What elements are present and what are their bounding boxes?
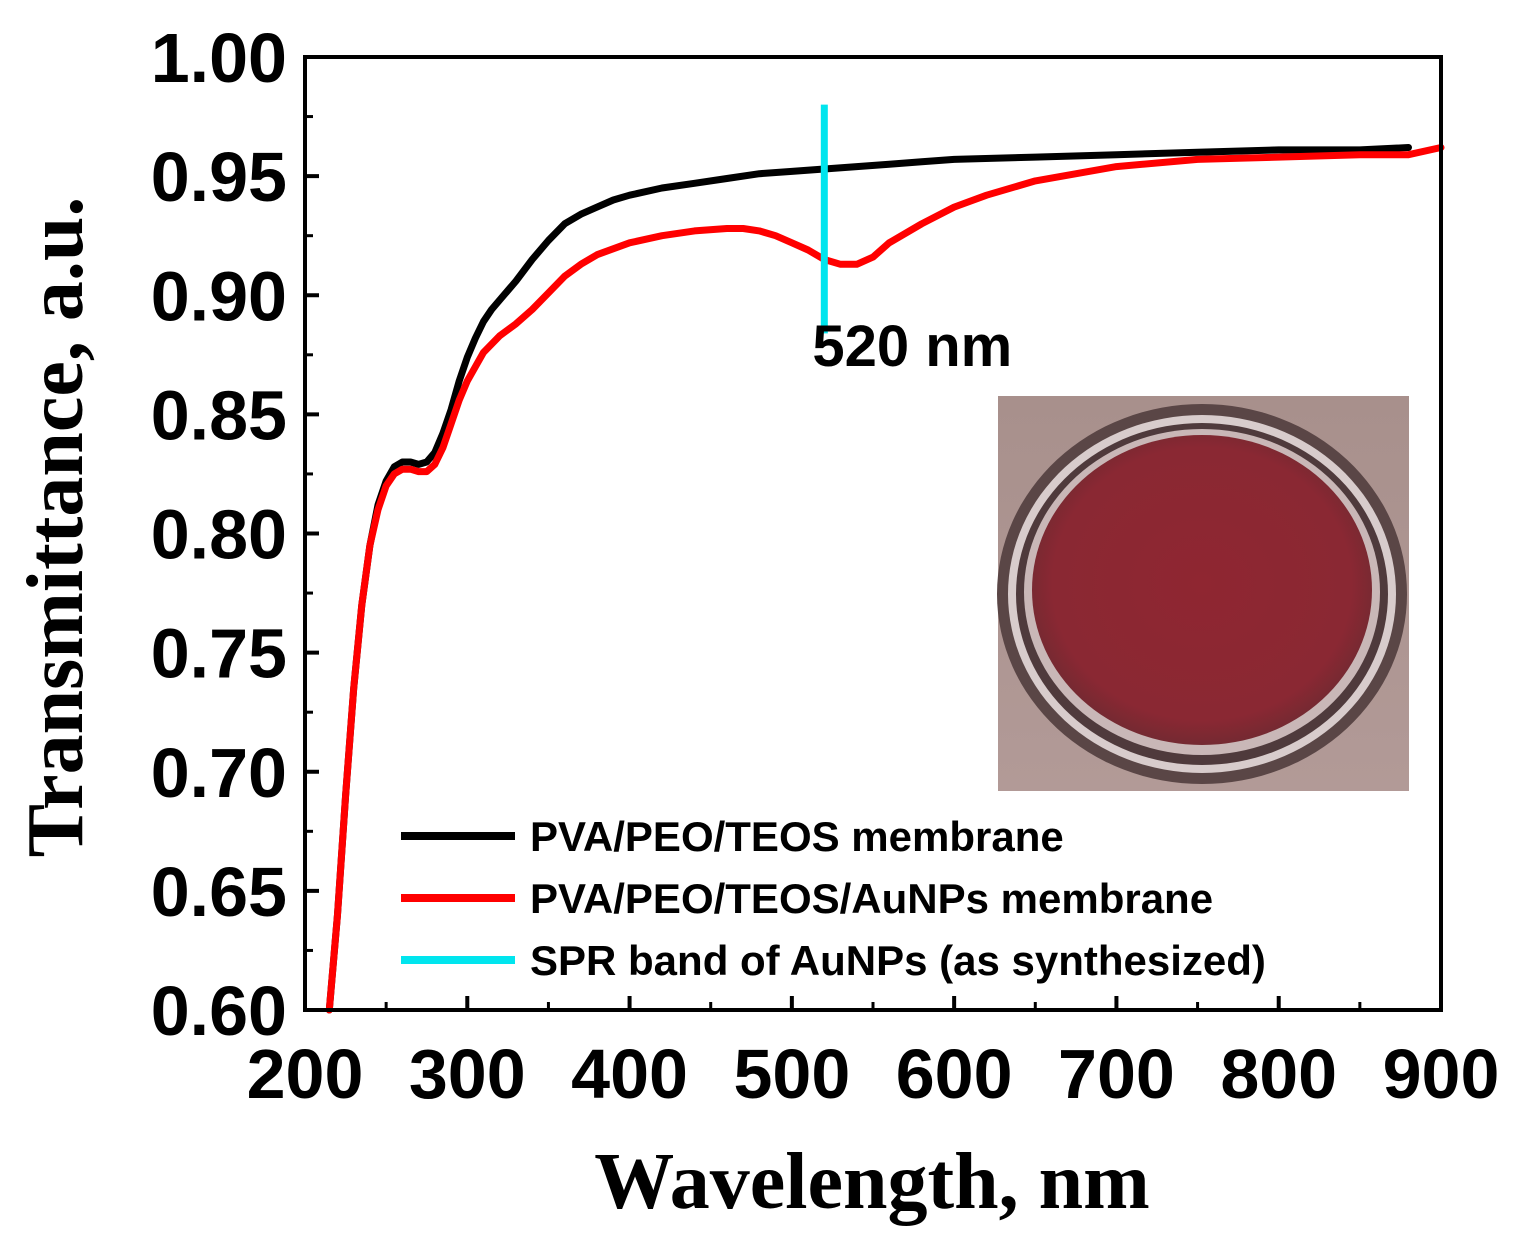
x-tick-label: 500 [733,1035,850,1113]
inset-photo [997,396,1409,791]
series-layer [325,104,1445,1014]
ticks [303,55,1443,1012]
annotation-layer: 520 nm [812,314,1012,379]
annotation-520nm: 520 nm [812,314,1012,379]
legend: PVA/PEO/TEOS membrane PVA/PEO/TEOS/AuNPs … [401,813,1266,984]
legend-label-3: SPR band of AuNPs (as synthesized) [530,937,1266,984]
y-tick-label: 0.85 [151,376,287,454]
y-axis-title: Transmittance, a.u. [12,197,100,858]
y-tick-label: 0.70 [151,734,287,812]
y-tick-label: 0.80 [151,496,287,574]
tick-labels: 200 300 400 500 600 700 800 900 0.60 0.65 0.70 0.75… [151,19,1500,1113]
legend-label-2: PVA/PEO/TEOS/AuNPs membrane [530,875,1213,922]
plot-area: 520 nm [325,104,1445,1014]
x-tick-label: 600 [896,1035,1013,1113]
y-tick-label: 0.90 [151,257,287,335]
y-tick-label: 0.95 [151,138,287,216]
x-tick-label: 200 [247,1035,364,1113]
y-tick-label: 0.60 [151,972,287,1050]
x-axis-title: Wavelength, nm [594,1138,1150,1226]
y-tick-label: 0.75 [151,615,287,693]
x-tick-label: 400 [571,1035,688,1113]
x-tick-label: 300 [409,1035,526,1113]
x-tick-label: 900 [1383,1035,1500,1113]
y-tick-label: 1.00 [151,19,287,97]
legend-label-1: PVA/PEO/TEOS membrane [530,813,1064,860]
series-line-pva-peo-teos-aunps [325,144,1445,1014]
x-tick-label: 800 [1220,1035,1337,1113]
x-tick-label: 700 [1058,1035,1175,1113]
y-tick-label: 0.65 [151,853,287,931]
